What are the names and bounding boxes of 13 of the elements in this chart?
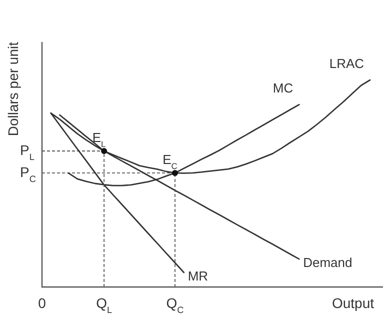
series-label: MR — [188, 268, 208, 284]
annotation: E$_{L}$ — [92, 130, 106, 149]
ref-line-label: P$_{L}$ — [20, 142, 34, 162]
y-axis-title: Dollars per unit — [5, 42, 21, 136]
x-tick-label: Q$_{C}$ — [166, 295, 184, 315]
series-label: LRAC — [329, 56, 364, 71]
x-tick-label: Q$_{L}$ — [96, 295, 112, 315]
annotation: E$_{C}$ — [162, 152, 178, 171]
ref-line-label: P$_{C}$ — [20, 164, 36, 184]
x-tick-label: 0 — [38, 295, 46, 311]
series-label: MC — [272, 80, 294, 96]
x-axis-title: Output — [332, 295, 374, 311]
series-label: Demand — [303, 255, 352, 270]
